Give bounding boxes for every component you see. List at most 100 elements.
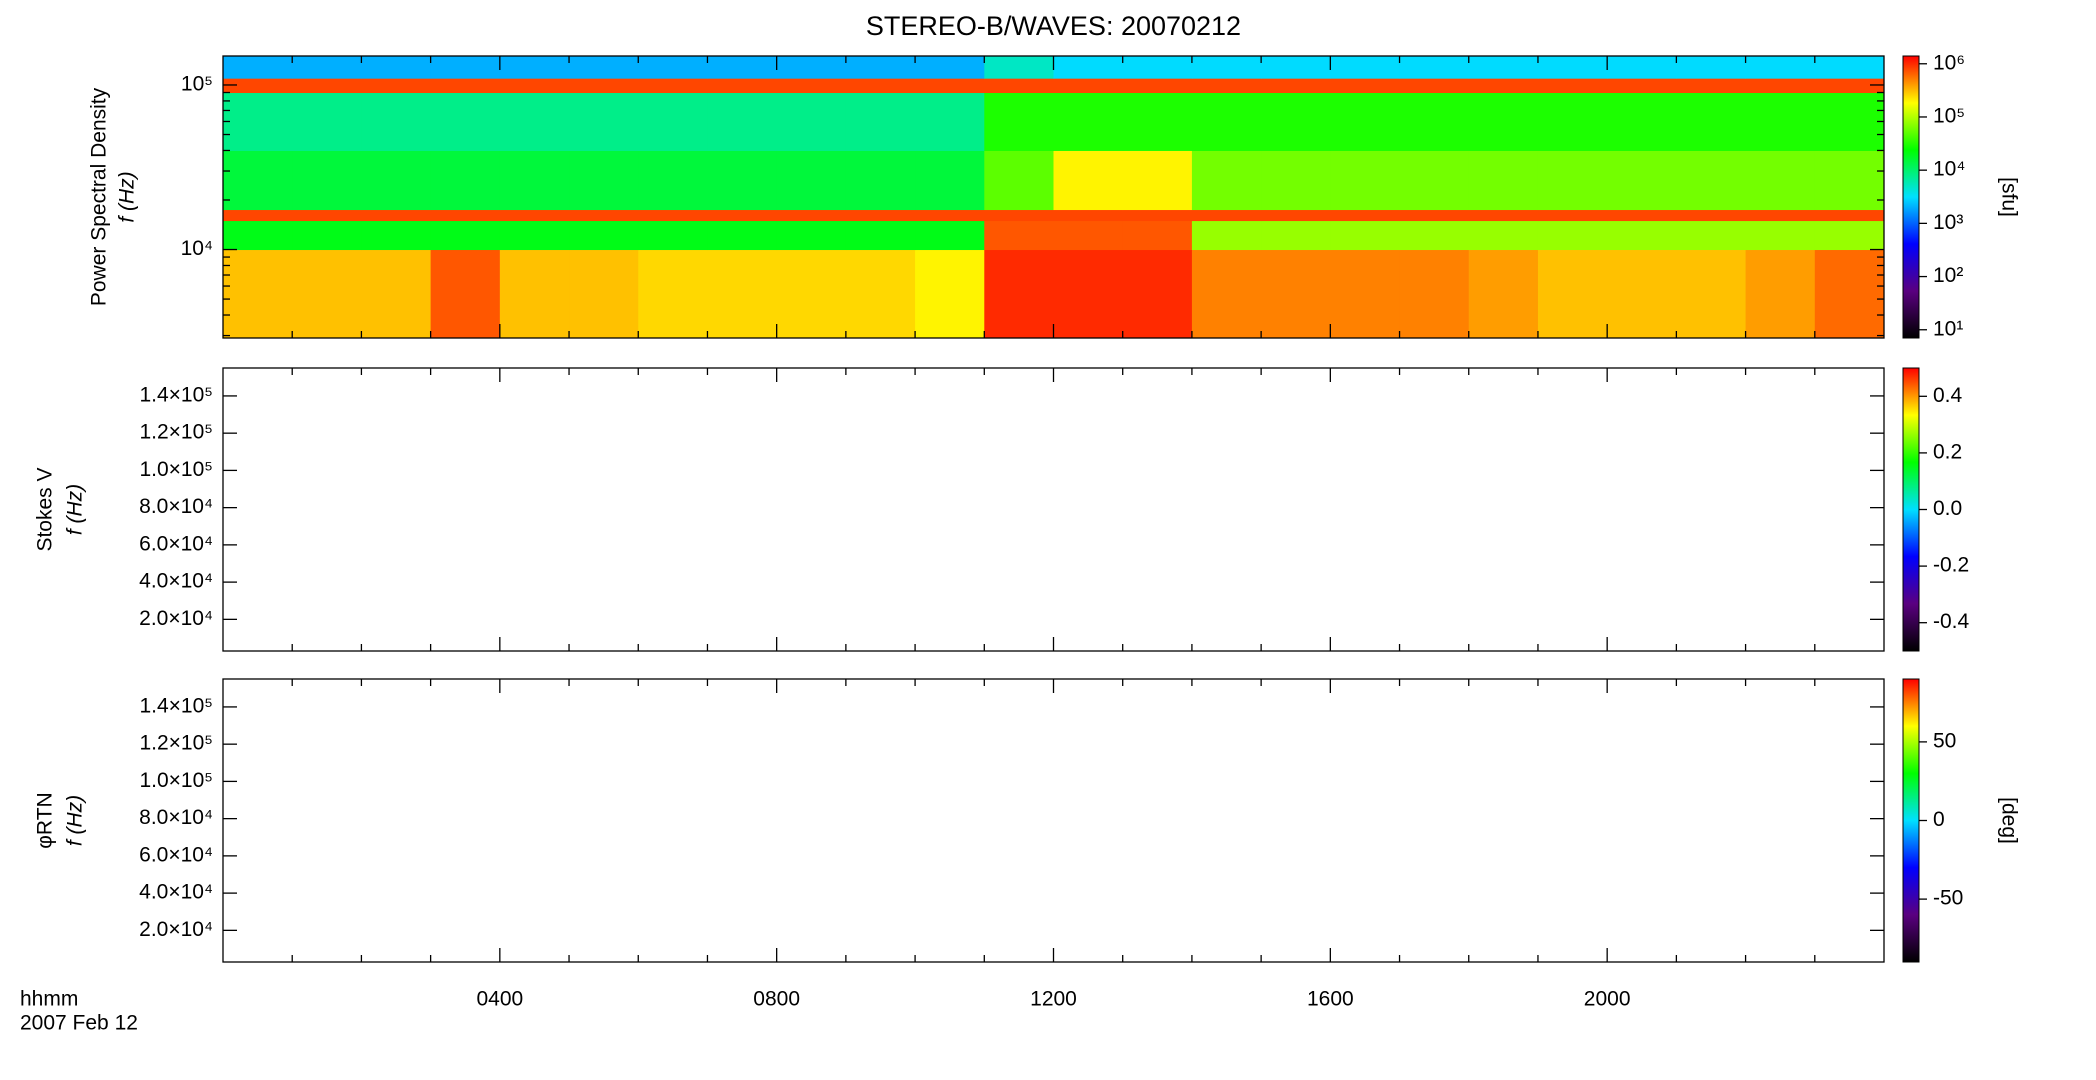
heatmap-cell <box>569 209 639 222</box>
heatmap-cell <box>984 220 1054 251</box>
heatmap-cell <box>915 92 985 151</box>
y-tick-label: 1.4×10⁵ <box>139 383 213 406</box>
heatmap-cell <box>1053 150 1124 211</box>
heatmap-cell <box>638 92 708 151</box>
heatmap-cell <box>430 249 501 339</box>
chart-title: STEREO-B/WAVES: 20070212 <box>866 11 1241 41</box>
heatmap-cell <box>1676 209 1747 222</box>
heatmap-cell <box>1468 78 1539 94</box>
y-axis-label: f (Hz) <box>64 484 87 535</box>
heatmap-cell <box>1814 78 1885 94</box>
heatmap-cell <box>1330 209 1401 222</box>
heatmap-cell <box>707 249 778 339</box>
heatmap-cell <box>638 209 708 222</box>
heatmap-cell <box>569 56 639 79</box>
heatmap-cell <box>1261 220 1331 251</box>
heatmap-cell <box>1745 92 1816 151</box>
heatmap-cell <box>776 78 847 94</box>
heatmap-cell <box>1399 92 1470 151</box>
heatmap-cell <box>499 78 570 94</box>
heatmap-cell <box>707 220 778 251</box>
heatmap-cell <box>1191 92 1262 151</box>
heatmap-cell <box>1676 249 1747 339</box>
colorbar-tick-label: 10⁶ <box>1933 51 1965 74</box>
heatmap-cell <box>984 92 1054 151</box>
heatmap-cell <box>223 220 293 251</box>
y-tick-label: 8.0×10⁴ <box>139 495 213 518</box>
heatmap-cell <box>1676 78 1747 94</box>
heatmap-cell <box>1676 150 1747 211</box>
y-tick-label: 1.2×10⁵ <box>139 421 213 444</box>
heatmap-cell <box>776 220 847 251</box>
y-tick-label: 10⁴ <box>181 237 213 260</box>
heatmap-cell <box>1745 78 1816 94</box>
heatmap-cell <box>1814 220 1885 251</box>
heatmap-cell <box>1122 78 1193 94</box>
heatmap-cell <box>1261 150 1331 211</box>
heatmap-cell <box>361 150 432 211</box>
heatmap-cell <box>1468 150 1539 211</box>
heatmap-cell <box>292 209 362 222</box>
colorbar-tick-label: -50 <box>1933 887 1963 910</box>
heatmap-cell <box>361 249 432 339</box>
heatmap-cell <box>569 150 639 211</box>
heatmap-cell <box>984 249 1054 339</box>
heatmap-cell <box>1053 249 1124 339</box>
heatmap-cell <box>1537 209 1608 222</box>
heatmap-cell <box>915 150 985 211</box>
heatmap-cell <box>292 56 362 79</box>
colorbar-label: [sfu] <box>1997 177 2020 217</box>
x-tick-label: 1600 <box>1307 988 1354 1011</box>
x-tick-label: 2000 <box>1584 988 1631 1011</box>
y-tick-label: 2.0×10⁴ <box>139 607 213 630</box>
heatmap-cell <box>1122 150 1193 211</box>
heatmap-cell <box>1261 92 1331 151</box>
heatmap-cell <box>1191 78 1262 94</box>
heatmap-cell <box>1537 150 1608 211</box>
colorbar-tick-label: 50 <box>1933 729 1956 752</box>
heatmap-cell <box>1607 78 1677 94</box>
heatmap-cell <box>915 249 985 339</box>
heatmap-cell <box>223 209 293 222</box>
heatmap-cell <box>845 220 916 251</box>
x-axis-label: hhmm <box>20 988 78 1011</box>
heatmap-cell <box>223 92 293 151</box>
heatmap-cell <box>1122 249 1193 339</box>
y-tick-label: 4.0×10⁴ <box>139 881 213 904</box>
y-tick-label: 4.0×10⁴ <box>139 570 213 593</box>
heatmap-cell <box>1676 220 1747 251</box>
heatmap-cell <box>1191 56 1262 79</box>
heatmap-cell <box>1745 209 1816 222</box>
heatmap-cell <box>1399 209 1470 222</box>
colorbar-tick-label: 0.4 <box>1933 384 1963 407</box>
heatmap-cell <box>1399 150 1470 211</box>
y-tick-label: 1.2×10⁵ <box>139 732 213 755</box>
colorbar-tick-label: 0.2 <box>1933 440 1962 463</box>
heatmap-cell <box>1399 220 1470 251</box>
heatmap-cell <box>499 249 570 339</box>
heatmap-cell <box>1330 78 1401 94</box>
heatmap-cell <box>1607 150 1677 211</box>
x-tick-label: 1200 <box>1030 988 1077 1011</box>
heatmap-cell <box>1261 78 1331 94</box>
heatmap-cell <box>1607 209 1677 222</box>
colorbar-tick-label: -0.4 <box>1933 610 1970 633</box>
heatmap-cell <box>1537 92 1608 151</box>
heatmap-cell <box>638 220 708 251</box>
y-tick-label: 2.0×10⁴ <box>139 918 213 941</box>
heatmap-cell <box>292 150 362 211</box>
plot-frame <box>222 678 1885 963</box>
x-tick-label: 0400 <box>476 988 523 1011</box>
heatmap-cell <box>1053 209 1124 222</box>
heatmap-cell <box>1745 150 1816 211</box>
heatmap-cell <box>638 150 708 211</box>
colorbar-tick-label: 0 <box>1933 808 1945 831</box>
heatmap-cell <box>1814 249 1885 339</box>
colorbar-label: [deg] <box>1997 797 2020 844</box>
heatmap-cell <box>499 92 570 151</box>
heatmap-cell <box>1607 56 1677 79</box>
y-tick-label: 1.0×10⁵ <box>139 769 213 792</box>
heatmap-cell <box>1537 56 1608 79</box>
heatmap-cell <box>915 209 985 222</box>
